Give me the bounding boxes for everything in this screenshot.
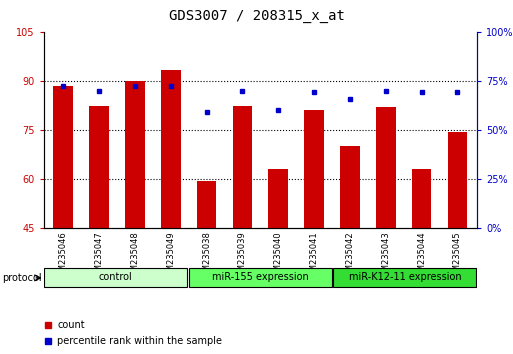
- Bar: [376, 107, 396, 228]
- Text: control: control: [99, 273, 133, 282]
- Bar: [304, 110, 324, 228]
- FancyBboxPatch shape: [189, 268, 332, 287]
- Bar: [268, 170, 288, 228]
- Bar: [53, 86, 73, 228]
- Text: percentile rank within the sample: percentile rank within the sample: [57, 336, 222, 346]
- Bar: [340, 147, 360, 228]
- Text: miR-K12-11 expression: miR-K12-11 expression: [348, 273, 461, 282]
- FancyBboxPatch shape: [44, 268, 187, 287]
- Bar: [232, 105, 252, 228]
- Bar: [447, 132, 467, 228]
- Bar: [89, 105, 109, 228]
- Text: miR-155 expression: miR-155 expression: [212, 273, 309, 282]
- FancyBboxPatch shape: [333, 268, 477, 287]
- Bar: [161, 69, 181, 228]
- Text: protocol: protocol: [3, 273, 42, 283]
- Bar: [197, 181, 216, 228]
- Bar: [125, 81, 145, 228]
- Text: count: count: [57, 320, 85, 330]
- Bar: [412, 170, 431, 228]
- Text: GDS3007 / 208315_x_at: GDS3007 / 208315_x_at: [169, 9, 344, 23]
